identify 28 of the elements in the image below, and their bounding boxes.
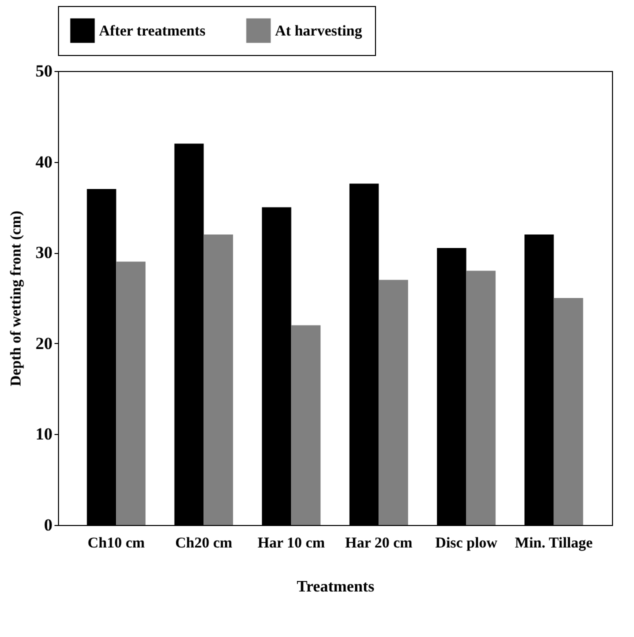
y-tick-label: 40 [36,152,52,172]
y-tick-label: 0 [44,516,52,534]
x-tick-label: Ch20 cm [175,536,233,552]
bar [436,248,466,525]
bar [116,262,146,525]
x-tick-label: Har 20 cm [345,536,413,552]
x-axis-title: Treatments [296,578,374,596]
bar [554,298,584,525]
y-tick-label: 30 [36,243,52,262]
bar [349,184,379,525]
x-tick-label: Har 10 cm [258,536,326,552]
bar [291,325,321,525]
bar [204,234,234,525]
bar [262,207,292,525]
bar [86,189,116,525]
x-tick-label: Ch10 cm [88,536,146,552]
bar [466,270,496,525]
x-tick-label: Disc plow [435,536,498,552]
y-axis-title: Depth of wetting front (cm) [8,210,24,386]
bar [174,144,204,525]
bar [378,280,408,525]
legend-label: After treatments [99,24,206,40]
bar [524,234,554,525]
y-tick-label: 20 [36,334,52,353]
y-tick-label: 50 [36,62,52,80]
x-tick-label: Min. Tillage [514,536,594,552]
y-tick-label: 10 [36,424,52,444]
legend-label: At harvesting [275,24,363,40]
